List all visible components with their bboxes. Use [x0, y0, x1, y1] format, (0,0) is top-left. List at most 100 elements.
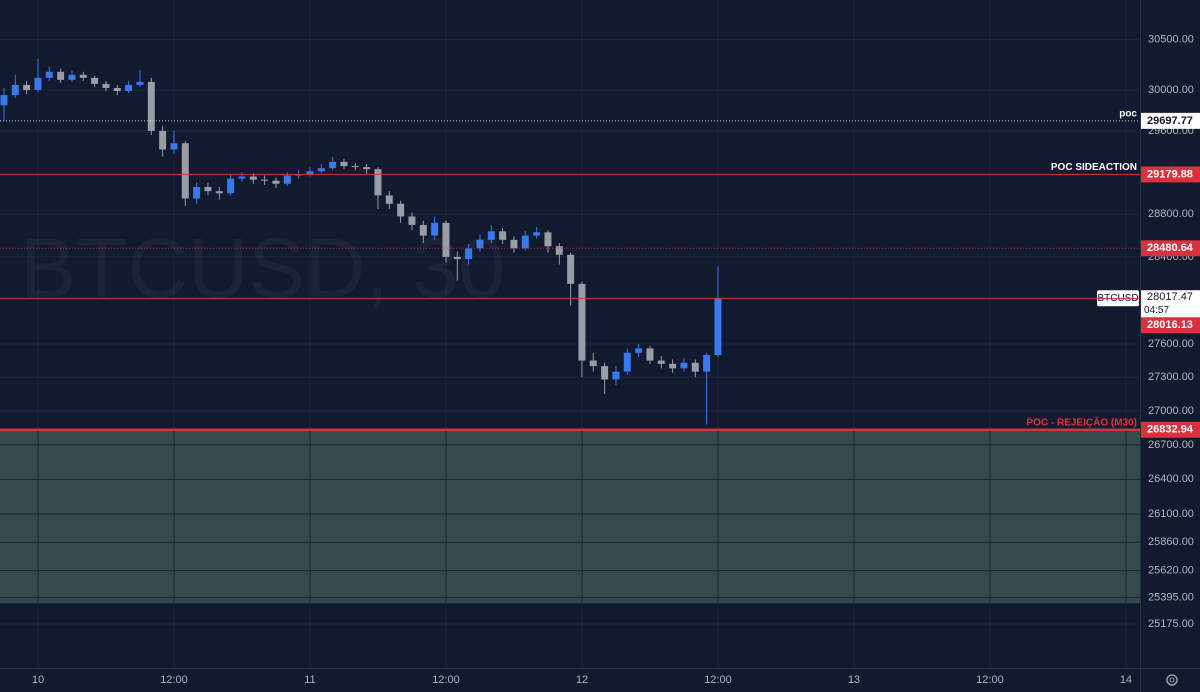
gear[interactable] [1166, 674, 1178, 686]
candle-body [635, 348, 643, 353]
level-price: 26832.94 [1147, 424, 1194, 436]
x-tick-label: 12:00 [976, 674, 1004, 686]
y-tick-label: 25860.00 [1148, 536, 1194, 548]
x-tick-label: 12:00 [432, 674, 460, 686]
candle-body [317, 168, 325, 172]
candle-body [612, 371, 620, 380]
level-price: 28480.64 [1147, 242, 1194, 254]
candle-body [533, 232, 541, 236]
candle-body [499, 231, 507, 240]
y-tick-label: 25395.00 [1148, 591, 1194, 603]
candle-body [34, 77, 42, 91]
candle-body [544, 232, 552, 247]
candle-body [669, 363, 677, 369]
watermark: BTCUSD, 30 [20, 221, 505, 315]
x-tick-label: 14 [1120, 674, 1132, 686]
candle-body [465, 248, 473, 260]
level-label: POC SIDEACTION [1051, 162, 1137, 173]
candle-body [136, 81, 144, 85]
candle-body [238, 176, 246, 179]
candle-body [703, 355, 711, 372]
level-price: 29697.77 [1147, 115, 1193, 127]
level-label: poc [1119, 108, 1137, 119]
candle-body [329, 161, 337, 169]
candle-body [147, 81, 155, 131]
y-tick-label: 26400.00 [1148, 473, 1194, 485]
candle-body [57, 71, 65, 80]
candle-body [261, 179, 269, 181]
candle-body [351, 166, 359, 168]
candle-body [657, 360, 665, 364]
candle-body [249, 176, 257, 180]
y-tick-label: 30500.00 [1148, 34, 1194, 46]
y-tick-label: 28800.00 [1148, 208, 1194, 220]
y-tick-label: 26100.00 [1148, 508, 1194, 520]
candle-body [714, 298, 722, 356]
candle-body [204, 186, 212, 192]
y-tick-label: 25175.00 [1148, 618, 1194, 630]
level-label: POC - REJEIÇÃO (M30) [1026, 415, 1137, 428]
candle-body [521, 235, 529, 249]
y-tick-label: 27000.00 [1148, 405, 1194, 417]
candle-body [442, 222, 450, 257]
candle-body [487, 231, 495, 240]
candle-body [79, 74, 87, 78]
x-tick-label: 12 [576, 674, 588, 686]
x-tick-label: 13 [848, 674, 860, 686]
candle-body [306, 171, 314, 175]
y-tick-label: 26700.00 [1148, 439, 1194, 451]
candle-body [68, 74, 76, 80]
candle-body [159, 130, 167, 150]
candle-body [567, 254, 575, 284]
level-box [1141, 112, 1200, 129]
level-box [1141, 166, 1200, 183]
y-tick-label: 27300.00 [1148, 371, 1194, 383]
candle-body [272, 180, 280, 184]
candle-body [431, 222, 439, 236]
candle-body [680, 362, 688, 369]
countdown-label: 04:57 [1144, 305, 1169, 316]
candle-body [283, 175, 291, 184]
x-tick-label: 10 [32, 674, 44, 686]
candle-body [691, 362, 699, 372]
level-box [1141, 317, 1200, 334]
candle-body [11, 84, 19, 96]
level-price: 29179.88 [1147, 168, 1193, 180]
candle-body [623, 352, 631, 372]
gear-center[interactable] [1169, 677, 1175, 683]
candle-body [340, 161, 348, 167]
settings-icon[interactable] [1166, 674, 1178, 686]
candle-body [476, 239, 484, 249]
last-price-box [1141, 290, 1200, 319]
zone [0, 429, 1140, 604]
x-tick-label: 12:00 [160, 674, 188, 686]
candle-body [45, 71, 53, 78]
candle-body [374, 169, 382, 196]
candle-body [23, 84, 31, 91]
candle-body [555, 246, 563, 255]
candle-body [170, 143, 178, 150]
candle-body [102, 83, 110, 88]
candle-body [91, 77, 99, 84]
candle-body [589, 360, 597, 367]
candle-body [193, 186, 201, 199]
candle-body [181, 143, 189, 199]
candle-body [363, 167, 371, 170]
last-price-label: 28017.47 [1147, 291, 1193, 303]
candle-body [397, 203, 405, 217]
candle-body [510, 239, 518, 249]
candle-body [385, 195, 393, 204]
candle-body [578, 283, 586, 361]
candle-body [295, 174, 303, 176]
y-tick-label: 25620.00 [1148, 565, 1194, 577]
level-box [1141, 421, 1200, 438]
candle-body [0, 95, 8, 106]
level-box [1141, 240, 1200, 257]
y-tick-label: 30000.00 [1148, 84, 1194, 96]
candle-body [125, 84, 133, 92]
candle-body [453, 256, 461, 260]
candle-body [646, 348, 654, 361]
x-tick-label: 11 [304, 674, 315, 686]
